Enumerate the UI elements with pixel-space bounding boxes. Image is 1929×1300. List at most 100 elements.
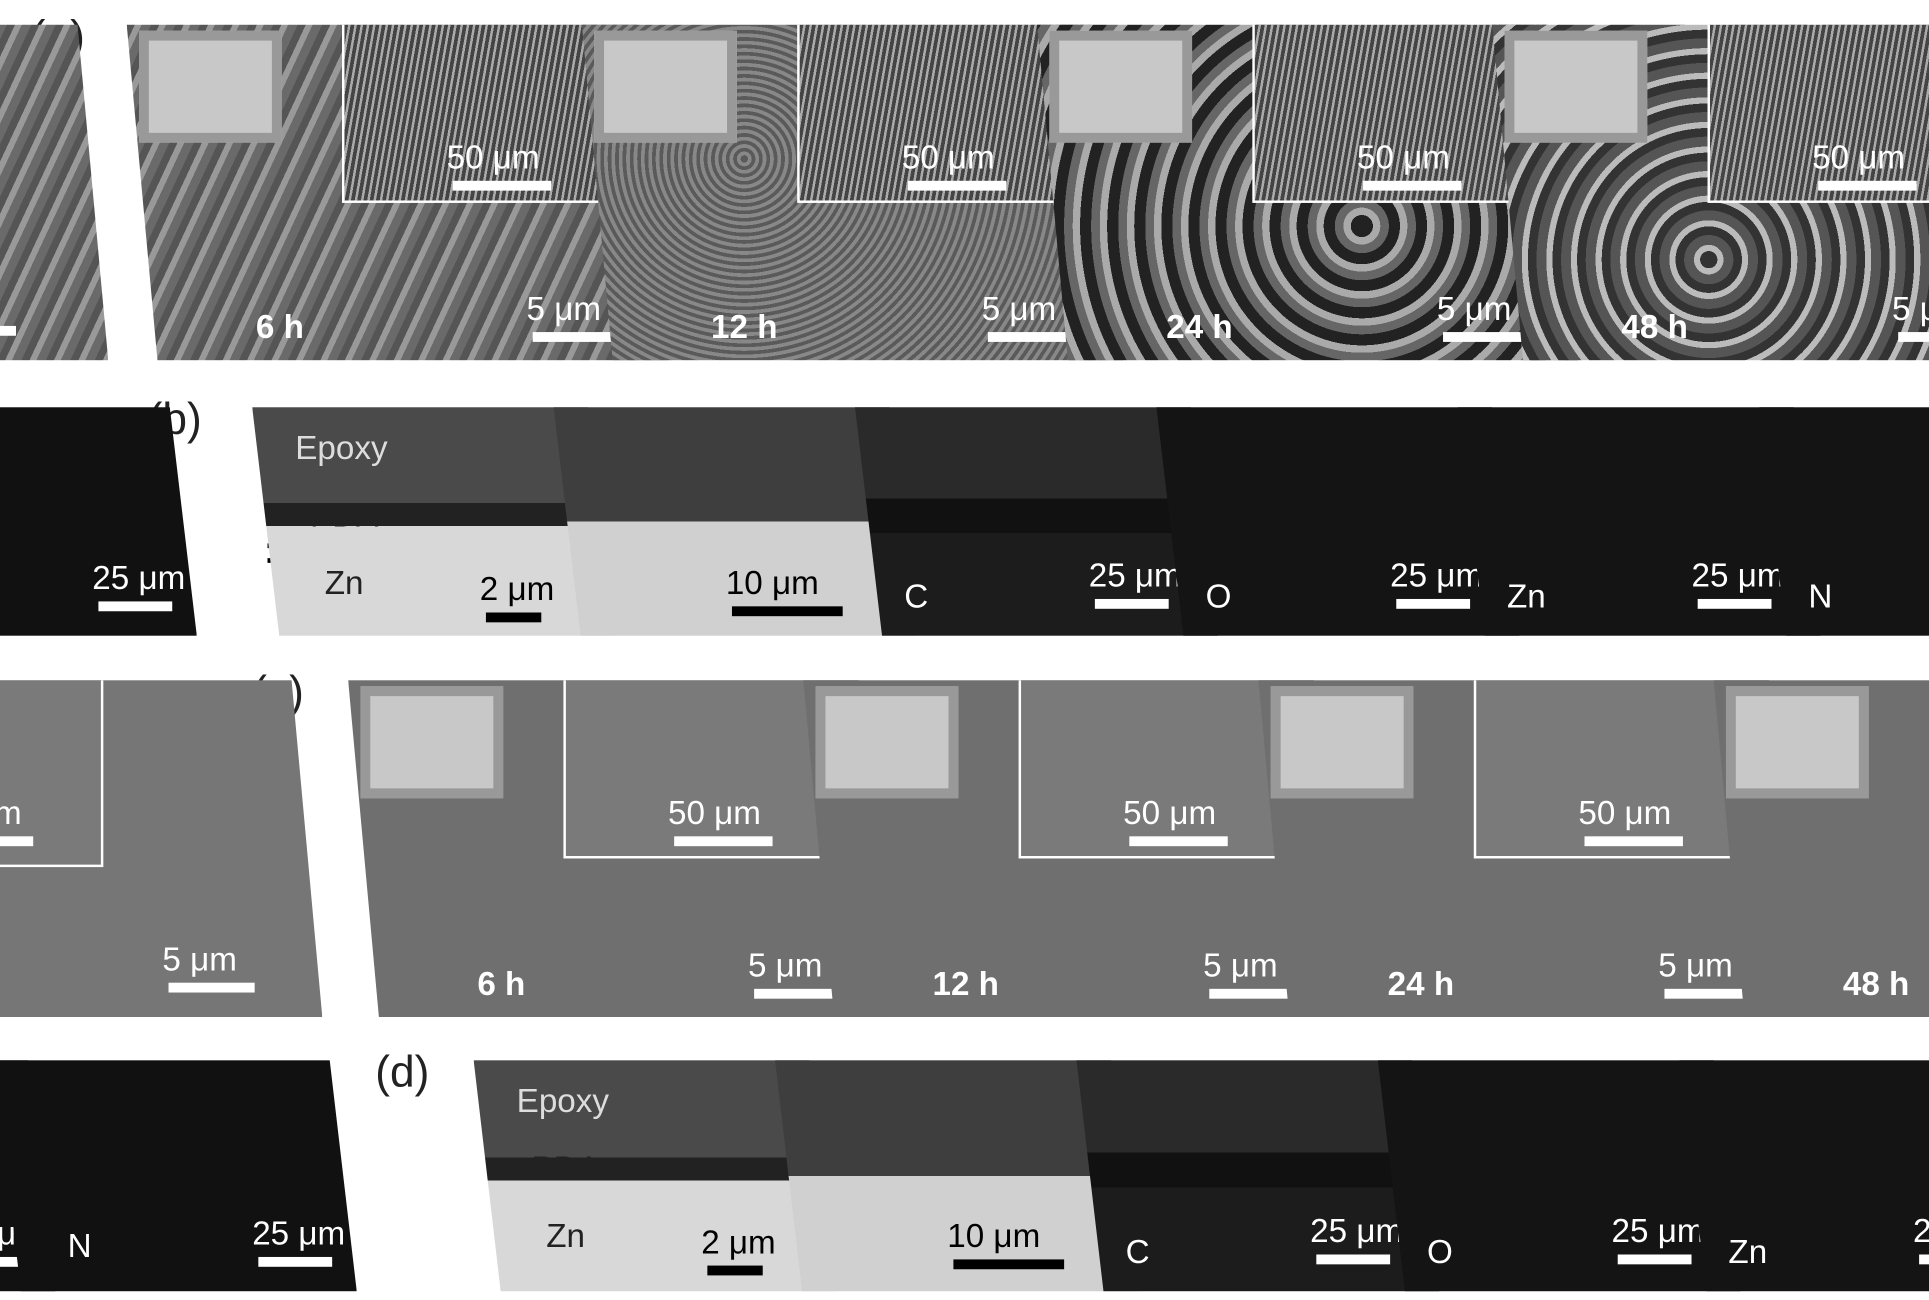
scale-label: 10 μm — [947, 1217, 1041, 1255]
layer-label: Epoxy — [516, 1082, 610, 1120]
scale-label: 25 μm — [1611, 1212, 1705, 1250]
scale-bar — [1209, 988, 1290, 999]
scale-label: 50 μm — [1356, 138, 1450, 176]
scale-bar — [168, 982, 255, 993]
scale-bar — [1094, 598, 1169, 609]
time-label: 12 h — [932, 965, 999, 1003]
scale-bar — [1443, 332, 1523, 342]
image-panel: 10 μm — [553, 407, 917, 636]
scale-bar — [707, 1265, 763, 1276]
scale-bar — [98, 601, 173, 612]
time-label: 48 h — [1621, 308, 1688, 346]
image-panel: 48 h — [1713, 680, 1929, 1018]
image-panel: N — [1759, 407, 1929, 636]
image-panel: Zn 25 μm — [1679, 1060, 1929, 1292]
image-panel: C 25 μm — [1076, 1060, 1440, 1292]
image-panel: C 25 μm — [854, 407, 1218, 636]
element-label: C — [1125, 1233, 1150, 1271]
scale-label: 50 μm — [0, 796, 22, 830]
element-label: C — [904, 578, 929, 615]
element-label: Zn — [1506, 578, 1546, 615]
scale-bar — [754, 988, 835, 999]
thumbnail — [1049, 30, 1193, 143]
scale-label: 5 μm — [747, 947, 823, 984]
thumbnail — [1504, 30, 1648, 143]
image-panel: 50 μm 48 h 5 μm — [1492, 24, 1929, 361]
scale-label: 25 μm — [1310, 1212, 1404, 1250]
image-panel: 50 μm 12 h 5 μm — [803, 680, 1345, 1018]
thumbnail — [1725, 686, 1869, 799]
inset — [0, 680, 104, 868]
thumbnail — [594, 30, 737, 143]
layer-label: Epoxy — [295, 429, 388, 467]
element-label: Zn — [1728, 1233, 1768, 1271]
scale-label: 50 μm — [1812, 138, 1906, 176]
scale-label: 5 μm — [162, 940, 237, 978]
scale-label: 2 μm — [479, 570, 555, 608]
layer-label: Zn — [324, 564, 364, 602]
scale-label: 25 μm — [1691, 557, 1785, 595]
image-panel: O 25 μm — [1156, 407, 1520, 636]
layer-label: Zn — [546, 1217, 585, 1255]
scale-bar — [0, 836, 34, 847]
scale-bar — [1129, 836, 1228, 847]
scale-label: 5 μm — [526, 290, 602, 328]
scale-bar — [1584, 836, 1683, 847]
scale-label: 25 μm — [1913, 1215, 1929, 1248]
time-label: 48 h — [1842, 965, 1910, 1003]
scale-bar — [0, 1256, 31, 1267]
scale-label: 10 μm — [725, 564, 819, 602]
scale-bar — [532, 332, 613, 342]
scale-bar — [1664, 988, 1745, 999]
time-label: 12 h — [711, 308, 778, 346]
scale-label: 25 μm — [252, 1215, 346, 1253]
scale-bar — [1396, 598, 1471, 609]
time-label: 24 h — [1166, 308, 1233, 346]
scale-bar — [1919, 1254, 1929, 1265]
time-label: 6 h — [255, 308, 304, 346]
scale-label: 5 μm — [1436, 290, 1512, 328]
scale-label: 5 μm — [981, 290, 1057, 328]
scale-bar — [1818, 180, 1917, 191]
image-panel: 10 μm — [775, 1060, 1138, 1292]
image-panel: O 25 μm — [1377, 1060, 1741, 1292]
thumbnail — [139, 30, 282, 143]
element-label: N — [1808, 578, 1833, 615]
scale-bar — [731, 606, 843, 617]
element-label: O — [1427, 1233, 1453, 1271]
image-panel: Epoxy PDA Zn 2 μm — [473, 1060, 837, 1292]
scale-bar — [674, 836, 773, 847]
layer-label: PDA — [310, 496, 379, 534]
scale-label: 5 μm — [1892, 290, 1929, 328]
time-label: 6 h — [477, 965, 526, 1003]
scale-bar — [0, 325, 16, 336]
scale-label: 2 μm — [701, 1223, 776, 1261]
image-panel: 50 μm 24 h 5 μm — [1037, 24, 1579, 361]
scale-bar — [1617, 1254, 1692, 1265]
scale-label: 25 μm — [1088, 557, 1182, 595]
scale-label: 50 μm — [667, 794, 761, 832]
scale-bar — [1363, 180, 1462, 191]
scale-label: 25 μm — [92, 559, 186, 597]
image-panel: 5 μm — [0, 24, 109, 361]
element-label: N — [67, 1227, 92, 1265]
scale-label: 50 μm — [901, 138, 995, 176]
scale-label: 50 μm — [1123, 794, 1217, 832]
scale-label: 5 μm — [1658, 947, 1733, 984]
image-panel: 25 μm — [0, 407, 197, 636]
scale-label: 5 μm — [1203, 947, 1278, 984]
scale-bar — [258, 1256, 333, 1267]
image-panel: N 25 μm — [0, 1060, 357, 1292]
panel-label: (d) — [375, 1046, 430, 1098]
image-panel: 50 μm 6 h 5 μm — [348, 680, 890, 1018]
thumbnail — [360, 686, 504, 799]
image-panel: 5 μm 50 μm — [0, 680, 323, 1018]
scale-bar — [987, 332, 1068, 342]
scale-label: 50 μm — [1578, 794, 1672, 832]
scale-bar — [452, 180, 552, 191]
scale-label: 50 μm — [446, 138, 540, 176]
image-panel: 50 μm 12 h 5 μm — [581, 24, 1124, 361]
scale-bar — [907, 180, 1007, 191]
